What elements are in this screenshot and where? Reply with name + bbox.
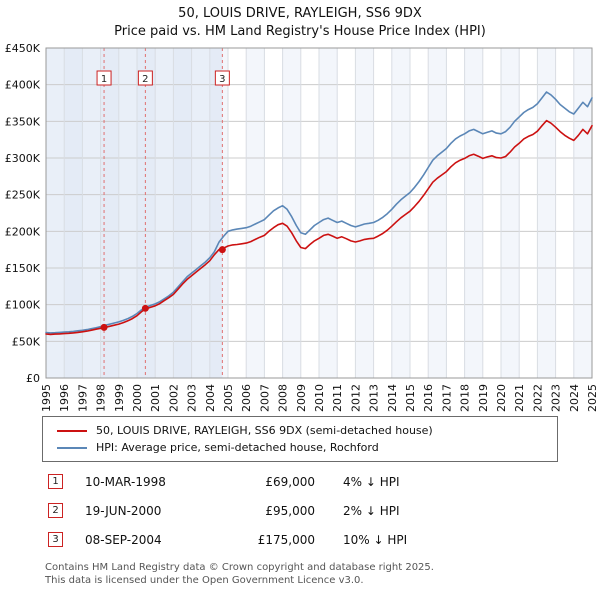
legend-label-property: 50, LOUIS DRIVE, RAYLEIGH, SS6 9DX (semi… — [96, 424, 433, 437]
svg-text:£450K: £450K — [5, 42, 41, 55]
sale-price-2: £95,000 — [265, 503, 315, 518]
svg-text:1997: 1997 — [76, 384, 89, 412]
svg-text:£0: £0 — [26, 372, 40, 385]
svg-text:£400K: £400K — [5, 79, 41, 92]
svg-text:2016: 2016 — [422, 384, 435, 412]
svg-text:£100K: £100K — [5, 299, 41, 312]
svg-text:£300K: £300K — [5, 152, 41, 165]
svg-text:£350K: £350K — [5, 115, 41, 128]
svg-text:1: 1 — [101, 74, 107, 85]
sale-row-2: 2 19-JUN-2000 £95,000 2% ↓ HPI — [48, 503, 600, 518]
svg-text:2: 2 — [142, 74, 148, 85]
sale-marker-2: 2 — [48, 503, 63, 518]
page-subtitle: Price paid vs. HM Land Registry's House … — [114, 24, 486, 39]
svg-text:2004: 2004 — [204, 384, 217, 412]
svg-text:2022: 2022 — [531, 384, 544, 412]
svg-text:2019: 2019 — [477, 384, 490, 412]
page-title: 50, LOUIS DRIVE, RAYLEIGH, SS6 9DX — [178, 6, 422, 21]
property-line-swatch — [57, 429, 87, 432]
svg-text:1998: 1998 — [95, 384, 108, 412]
hpi-line-swatch — [57, 446, 87, 449]
svg-text:2012: 2012 — [349, 384, 362, 412]
svg-text:£250K: £250K — [5, 189, 41, 202]
svg-text:2005: 2005 — [222, 384, 235, 412]
svg-text:2001: 2001 — [149, 384, 162, 412]
legend-row-hpi: HPI: Average price, semi-detached house,… — [53, 439, 547, 456]
svg-text:2024: 2024 — [568, 384, 581, 412]
svg-text:2000: 2000 — [131, 384, 144, 412]
sale-hpi-note-1: 4% ↓ HPI — [343, 474, 400, 489]
svg-text:1995: 1995 — [40, 384, 53, 412]
svg-text:2011: 2011 — [331, 384, 344, 412]
sale-date-1: 10-MAR-1998 — [85, 474, 166, 489]
svg-text:3: 3 — [219, 74, 225, 85]
price-history-chart: £0 £50K £100K £150K £200K £250K £300K £350K £400… — [5, 42, 599, 412]
sale-marker-1: 1 — [48, 474, 63, 489]
svg-text:£50K: £50K — [12, 335, 41, 348]
sale-hpi-note-2: 2% ↓ HPI — [343, 503, 400, 518]
footer-line-1: Contains HM Land Registry data © Crown c… — [45, 562, 434, 573]
license-footer: Contains HM Land Registry data © Crown c… — [45, 561, 600, 587]
footer-line-2: This data is licensed under the Open Gov… — [45, 575, 364, 586]
svg-text:1996: 1996 — [58, 384, 71, 412]
sale-row-3: 3 08-SEP-2004 £175,000 10% ↓ HPI — [48, 532, 600, 547]
svg-text:2015: 2015 — [404, 384, 417, 412]
sale-price-1: £69,000 — [265, 474, 315, 489]
sale-price-3: £175,000 — [257, 532, 315, 547]
sale-date-2: 19-JUN-2000 — [85, 503, 162, 518]
sale-row-1: 1 10-MAR-1998 £69,000 4% ↓ HPI — [48, 474, 600, 489]
svg-text:2018: 2018 — [459, 384, 472, 412]
svg-text:2013: 2013 — [368, 384, 381, 412]
svg-text:£150K: £150K — [5, 262, 41, 275]
svg-text:2014: 2014 — [386, 384, 399, 412]
sale-date-3: 08-SEP-2004 — [85, 532, 162, 547]
svg-text:2003: 2003 — [186, 384, 199, 412]
chart-legend: 50, LOUIS DRIVE, RAYLEIGH, SS6 9DX (semi… — [42, 416, 558, 462]
legend-label-hpi: HPI: Average price, semi-detached house,… — [96, 441, 379, 454]
svg-text:2007: 2007 — [258, 384, 271, 412]
svg-text:2023: 2023 — [550, 384, 563, 412]
svg-text:1999: 1999 — [113, 384, 126, 412]
svg-text:2008: 2008 — [277, 384, 290, 412]
sale-hpi-note-3: 10% ↓ HPI — [343, 532, 408, 547]
svg-text:2006: 2006 — [240, 384, 253, 412]
svg-text:2020: 2020 — [495, 384, 508, 412]
svg-text:2025: 2025 — [586, 384, 599, 412]
svg-text:2010: 2010 — [313, 384, 326, 412]
svg-text:2017: 2017 — [440, 384, 453, 412]
svg-text:£200K: £200K — [5, 225, 41, 238]
sales-table: 1 10-MAR-1998 £69,000 4% ↓ HPI 2 19-JUN-… — [0, 474, 600, 547]
svg-text:2009: 2009 — [295, 384, 308, 412]
svg-text:2002: 2002 — [167, 384, 180, 412]
legend-row-property: 50, LOUIS DRIVE, RAYLEIGH, SS6 9DX (semi… — [53, 422, 547, 439]
svg-text:2021: 2021 — [513, 384, 526, 412]
sale-marker-3: 3 — [48, 532, 63, 547]
